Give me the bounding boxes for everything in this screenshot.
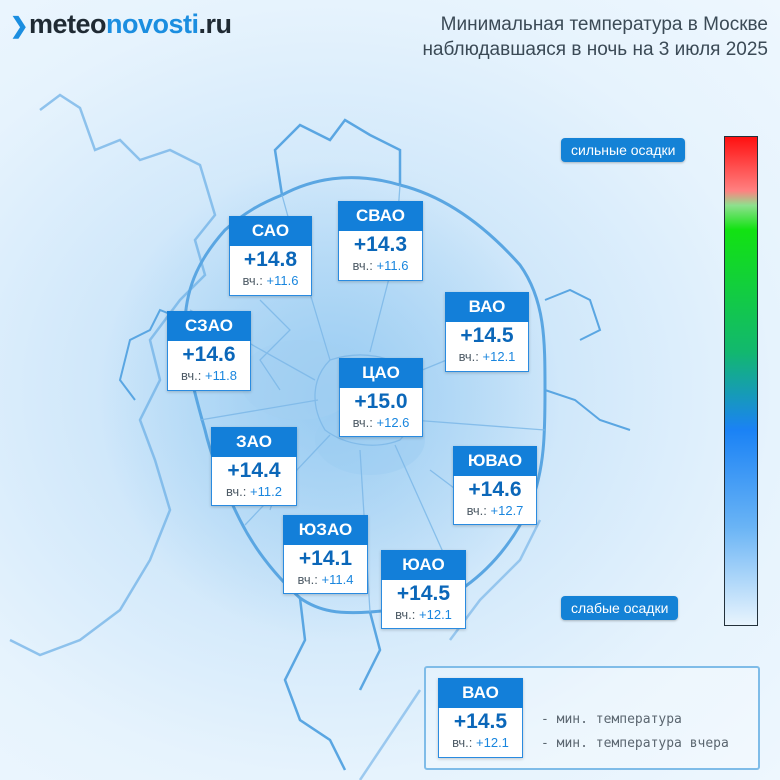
district-temp: +14.6: [468, 478, 522, 501]
district-yesterday: вч.: +11.6: [339, 257, 422, 275]
yesterday-prefix: вч.:: [226, 484, 247, 499]
district-card-sao[interactable]: САО +14.8 вч.: +11.6: [229, 216, 312, 296]
scale-bottom-label: слабые осадки: [561, 596, 679, 620]
district-yesterday: вч.: +12.7: [454, 502, 536, 520]
district-temp: +14.5: [460, 324, 514, 347]
site-logo[interactable]: ❯meteonovosti.ru: [10, 9, 232, 40]
yesterday-value: +11.6: [376, 258, 409, 273]
outer-region-border: [9, 93, 217, 657]
logo-prefix: meteo: [28, 9, 107, 39]
yesterday-prefix: вч.:: [181, 368, 202, 383]
district-temp: +15.0: [354, 390, 408, 413]
legend-yesterday: вч.: +12.1: [439, 734, 522, 752]
district-card-yuvao[interactable]: ЮВАО +14.6 вч.: +12.7: [453, 446, 537, 525]
district-name: СЗАО: [167, 311, 251, 341]
district-name: ВАО: [445, 292, 529, 322]
district-card-yuao[interactable]: ЮАО +14.5 вч.: +12.1: [381, 550, 466, 629]
precipitation-scale-bar: [724, 136, 758, 626]
city-north-extension: [273, 118, 402, 196]
legend-min-temp-yesterday-label: - мин. температура вчера: [541, 736, 729, 751]
title-line-2: наблюдавшаяся в ночь на 3 июля 2025: [422, 39, 768, 60]
district-yesterday: вч.: +11.2: [212, 483, 296, 501]
district-yesterday: вч.: +11.6: [230, 272, 311, 290]
district-name: ЦАО: [339, 358, 423, 388]
district-name: ЗАО: [211, 427, 297, 457]
logo-bold: novosti: [105, 9, 199, 39]
yesterday-value: +12.6: [376, 415, 410, 430]
district-card-cao[interactable]: ЦАО +15.0 вч.: +12.6: [339, 358, 423, 437]
district-yesterday: вч.: +12.1: [446, 348, 528, 366]
yesterday-value: +12.1: [419, 607, 452, 622]
district-card-svao[interactable]: СВАО +14.3 вч.: +11.6: [338, 201, 423, 281]
district-card-szao[interactable]: СЗАО +14.6 вч.: +11.8: [167, 311, 251, 391]
district-yesterday: вч.: +11.4: [284, 571, 367, 589]
district-name: СВАО: [338, 201, 423, 231]
west-extension: [118, 308, 186, 401]
district-yesterday: вч.: +12.6: [340, 414, 422, 432]
district-card-yuzao[interactable]: ЮЗАО +14.1 вч.: +11.4: [283, 515, 368, 594]
district-card-zao[interactable]: ЗАО +14.4 вч.: +11.2: [211, 427, 297, 506]
district-yesterday: вч.: +12.1: [382, 606, 465, 624]
yesterday-value: +11.4: [321, 572, 354, 587]
scale-top-label: сильные осадки: [561, 138, 686, 162]
legend-district-name: ВАО: [438, 678, 523, 708]
district-temp: +14.1: [298, 547, 353, 570]
yesterday-prefix: вч.:: [297, 572, 318, 587]
district-temp: +14.3: [353, 233, 408, 256]
district-temp: +14.6: [182, 343, 236, 366]
yesterday-value: +12.7: [490, 503, 524, 518]
yesterday-prefix: вч.:: [352, 258, 373, 273]
legend-yesterday-value: +12.1: [476, 735, 509, 750]
district-card-vao[interactable]: ВАО +14.5 вч.: +12.1: [445, 292, 529, 372]
yesterday-value: +12.1: [482, 349, 516, 364]
yesterday-prefix: вч.:: [458, 349, 479, 364]
yesterday-prefix: вч.:: [466, 503, 487, 518]
logo-mark-icon: ❯: [10, 13, 28, 38]
district-name: ЮВАО: [453, 446, 537, 476]
legend-sample-card: ВАО +14.5 вч.: +12.1: [438, 678, 523, 758]
yesterday-prefix: вч.:: [352, 415, 373, 430]
legend-temp: +14.5: [453, 710, 508, 733]
city-south-extension: [283, 597, 382, 771]
district-name: САО: [229, 216, 312, 246]
district-temp: +14.4: [227, 459, 281, 482]
district-temp: +14.8: [243, 248, 298, 271]
yesterday-prefix: вч.:: [452, 735, 473, 750]
east-extension: [544, 288, 631, 431]
yesterday-prefix: вч.:: [242, 273, 263, 288]
page-title: Минимальная температура в Москве наблюда…: [328, 12, 768, 62]
district-name: ЮАО: [381, 550, 466, 580]
legend-min-temp-label: - мин. температура: [541, 712, 682, 727]
district-temp: +14.5: [396, 582, 451, 605]
yesterday-value: +11.6: [266, 273, 299, 288]
yesterday-value: +11.2: [250, 484, 282, 499]
logo-suffix: .ru: [198, 9, 232, 39]
district-yesterday: вч.: +11.8: [168, 367, 250, 385]
title-line-1: Минимальная температура в Москве: [440, 14, 768, 35]
yesterday-value: +11.8: [205, 368, 237, 383]
district-name: ЮЗАО: [283, 515, 368, 545]
yesterday-prefix: вч.:: [395, 607, 416, 622]
